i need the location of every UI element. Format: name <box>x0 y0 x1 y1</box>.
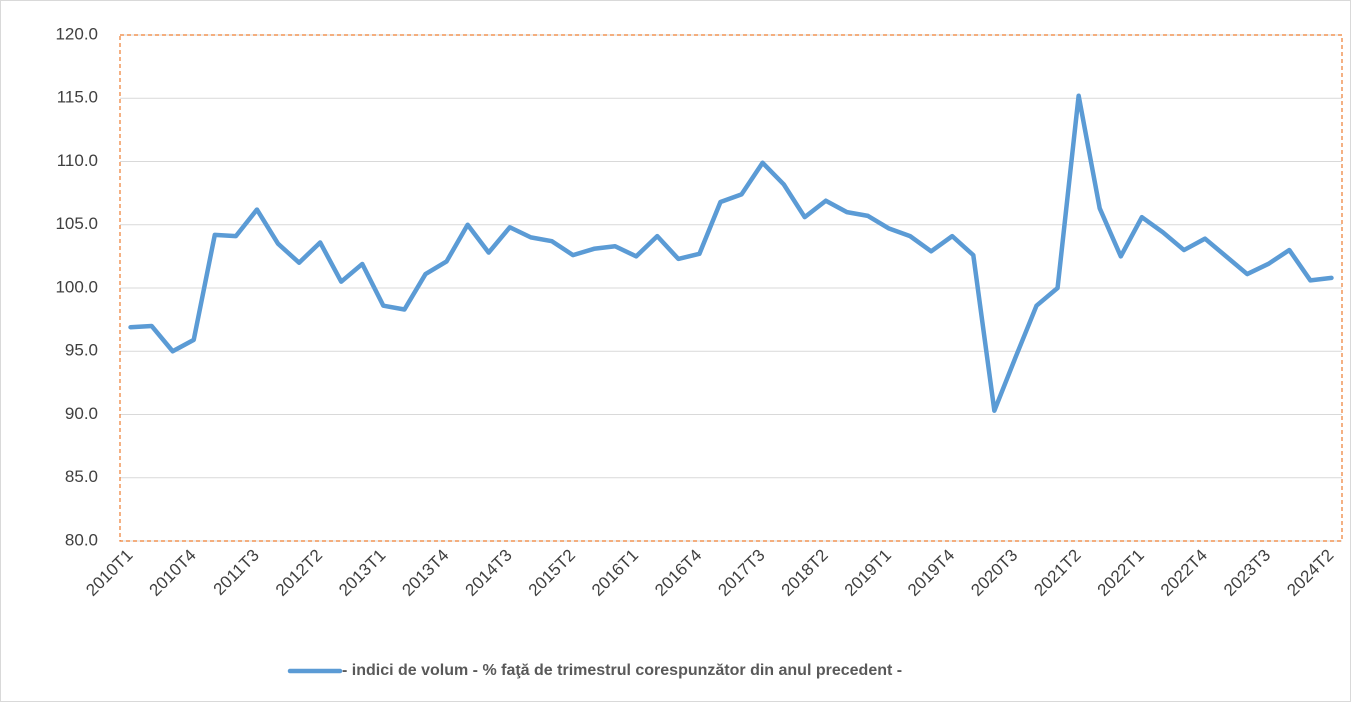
y-tick-label: 110.0 <box>57 151 98 170</box>
legend-label: - indici de volum - % faţă de trimestrul… <box>342 662 902 679</box>
y-tick-label: 80.0 <box>65 530 98 549</box>
y-tick-label: 85.0 <box>65 467 98 486</box>
plot-border <box>119 34 1343 542</box>
y-tick-label: 105.0 <box>55 214 98 233</box>
y-tick-label: 90.0 <box>65 404 98 423</box>
legend-item: - indici de volum - % faţă de trimestrul… <box>287 662 902 679</box>
y-tick-label: 115.0 <box>57 88 98 107</box>
y-tick-label: 120.0 <box>55 24 98 43</box>
y-tick-label: 95.0 <box>65 341 98 360</box>
data-line <box>128 93 1334 413</box>
y-tick-label: 100.0 <box>55 277 98 296</box>
